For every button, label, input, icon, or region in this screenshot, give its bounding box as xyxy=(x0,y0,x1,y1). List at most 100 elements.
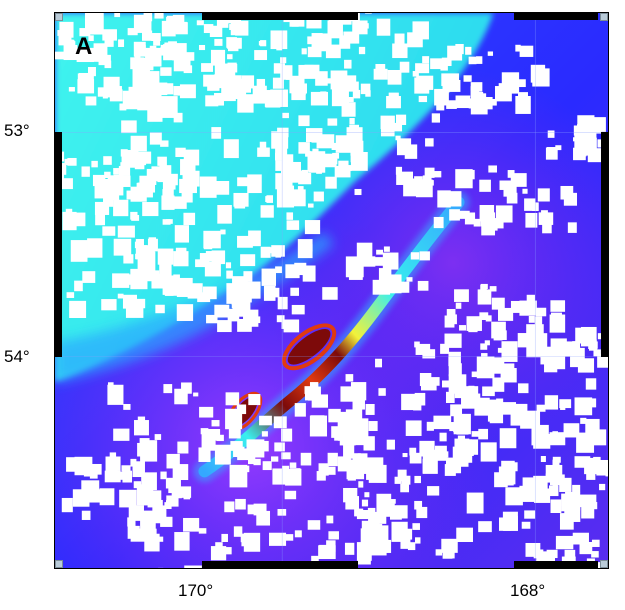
cloud-patch xyxy=(289,462,297,468)
cloud-patch xyxy=(214,64,228,80)
cloud-patch xyxy=(357,453,368,465)
cloud-patch xyxy=(395,166,403,175)
cloud-patch xyxy=(223,139,239,159)
cloud-patch xyxy=(275,266,282,274)
cloud-patch xyxy=(487,51,494,56)
cloud-patch xyxy=(137,22,150,33)
cloud-patch xyxy=(485,315,492,322)
cloud-patch xyxy=(544,395,559,410)
cloud-patch xyxy=(199,253,210,263)
cloud-patch xyxy=(376,18,391,36)
cloud-patch xyxy=(200,428,209,435)
cloud-patch xyxy=(248,454,256,465)
cloud-patch xyxy=(347,474,356,481)
cloud-patch xyxy=(127,525,140,539)
cloud-patch xyxy=(148,237,157,246)
cloud-patch xyxy=(184,565,202,568)
cloud-patch xyxy=(243,292,250,301)
cloud-patch xyxy=(160,471,167,480)
cloud-patch xyxy=(160,67,172,76)
cloud-patch xyxy=(494,472,508,488)
cloud-patch xyxy=(160,140,169,147)
cloud-patch xyxy=(134,420,149,436)
cloud-patch xyxy=(506,192,518,204)
cloud-patch xyxy=(345,374,354,382)
cloud-patch xyxy=(128,86,136,93)
cloud-patch xyxy=(352,89,361,99)
cloud-patch xyxy=(441,538,458,553)
cloud-patch xyxy=(555,535,574,550)
cloud-patch xyxy=(260,246,271,258)
cloud-patch xyxy=(471,371,479,378)
cloud-patch xyxy=(139,175,156,193)
cloud-patch xyxy=(230,75,242,89)
cloud-patch xyxy=(122,470,133,483)
cloud-patch xyxy=(354,188,362,196)
cloud-patch xyxy=(261,268,277,286)
cloud-patch xyxy=(495,205,513,223)
cloud-patch xyxy=(221,533,228,542)
cloud-patch xyxy=(168,486,178,494)
cloud-patch xyxy=(544,355,558,373)
cloud-patch xyxy=(318,463,329,476)
cloud-patch xyxy=(534,316,543,326)
cloud-patch xyxy=(414,341,420,348)
cloud-patch xyxy=(151,273,167,289)
cloud-patch xyxy=(440,343,450,354)
cloud-patch xyxy=(542,223,552,234)
cloud-patch xyxy=(524,510,536,519)
cloud-patch xyxy=(240,254,256,267)
cloud-patch xyxy=(563,192,578,206)
cloud-patch xyxy=(248,394,261,406)
corner-mark-bl xyxy=(55,560,63,568)
cloud-patch xyxy=(198,44,206,51)
cloud-patch xyxy=(526,324,544,338)
cloud-patch xyxy=(57,30,64,36)
cloud-patch xyxy=(178,486,192,498)
cloud-patch xyxy=(409,447,417,456)
cloud-patch xyxy=(479,179,491,192)
panel-label: A xyxy=(75,33,93,60)
cloud-patch xyxy=(117,225,135,238)
cloud-patch xyxy=(491,297,505,310)
cloud-patch xyxy=(399,61,410,73)
cloud-patch xyxy=(216,180,230,195)
cloud-patch xyxy=(430,377,440,386)
cloud-patch xyxy=(361,499,369,507)
cloud-patch xyxy=(433,216,444,229)
cloud-patch xyxy=(356,510,369,520)
cloud-patch xyxy=(210,49,226,66)
cloud-patch xyxy=(123,403,131,410)
cloud-patch xyxy=(233,526,243,537)
cloud-patch xyxy=(401,393,416,411)
cloud-patch xyxy=(151,33,161,41)
cloud-patch xyxy=(402,528,413,540)
cloud-patch xyxy=(310,415,325,432)
cloud-patch xyxy=(216,434,224,442)
cloud-patch xyxy=(504,348,513,356)
cloud-patch xyxy=(294,530,302,538)
cloud-patch xyxy=(123,254,134,264)
cloud-patch xyxy=(571,347,585,359)
cloud-patch xyxy=(597,353,608,368)
cloud-patch xyxy=(114,175,131,187)
cloud-patch xyxy=(490,98,497,106)
cloud-patch xyxy=(79,28,91,37)
cloud-patch xyxy=(414,537,421,544)
cloud-patch xyxy=(476,56,483,64)
cloud-patch xyxy=(501,72,520,94)
cloud-patch xyxy=(266,287,280,298)
cloud-patch xyxy=(461,456,470,463)
cloud-patch xyxy=(84,13,101,29)
cloud-patch xyxy=(104,39,114,47)
cloud-patch xyxy=(211,127,222,139)
plume-core-north xyxy=(287,329,331,365)
cloud-patch xyxy=(425,138,434,147)
cloud-patch xyxy=(334,165,351,178)
cloud-patch xyxy=(141,30,153,41)
cloud-patch xyxy=(272,468,286,485)
cloud-patch xyxy=(68,87,75,92)
cloud-patch xyxy=(109,452,117,460)
cloud-patch xyxy=(175,147,186,157)
cloud-patch xyxy=(253,503,267,516)
